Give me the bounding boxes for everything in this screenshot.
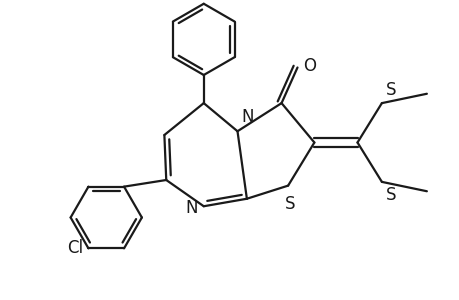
Text: N: N xyxy=(241,108,253,126)
Text: N: N xyxy=(185,199,198,217)
Text: S: S xyxy=(284,195,295,213)
Text: O: O xyxy=(302,57,315,75)
Text: S: S xyxy=(385,186,395,204)
Text: S: S xyxy=(385,81,395,99)
Text: Cl: Cl xyxy=(67,239,83,257)
